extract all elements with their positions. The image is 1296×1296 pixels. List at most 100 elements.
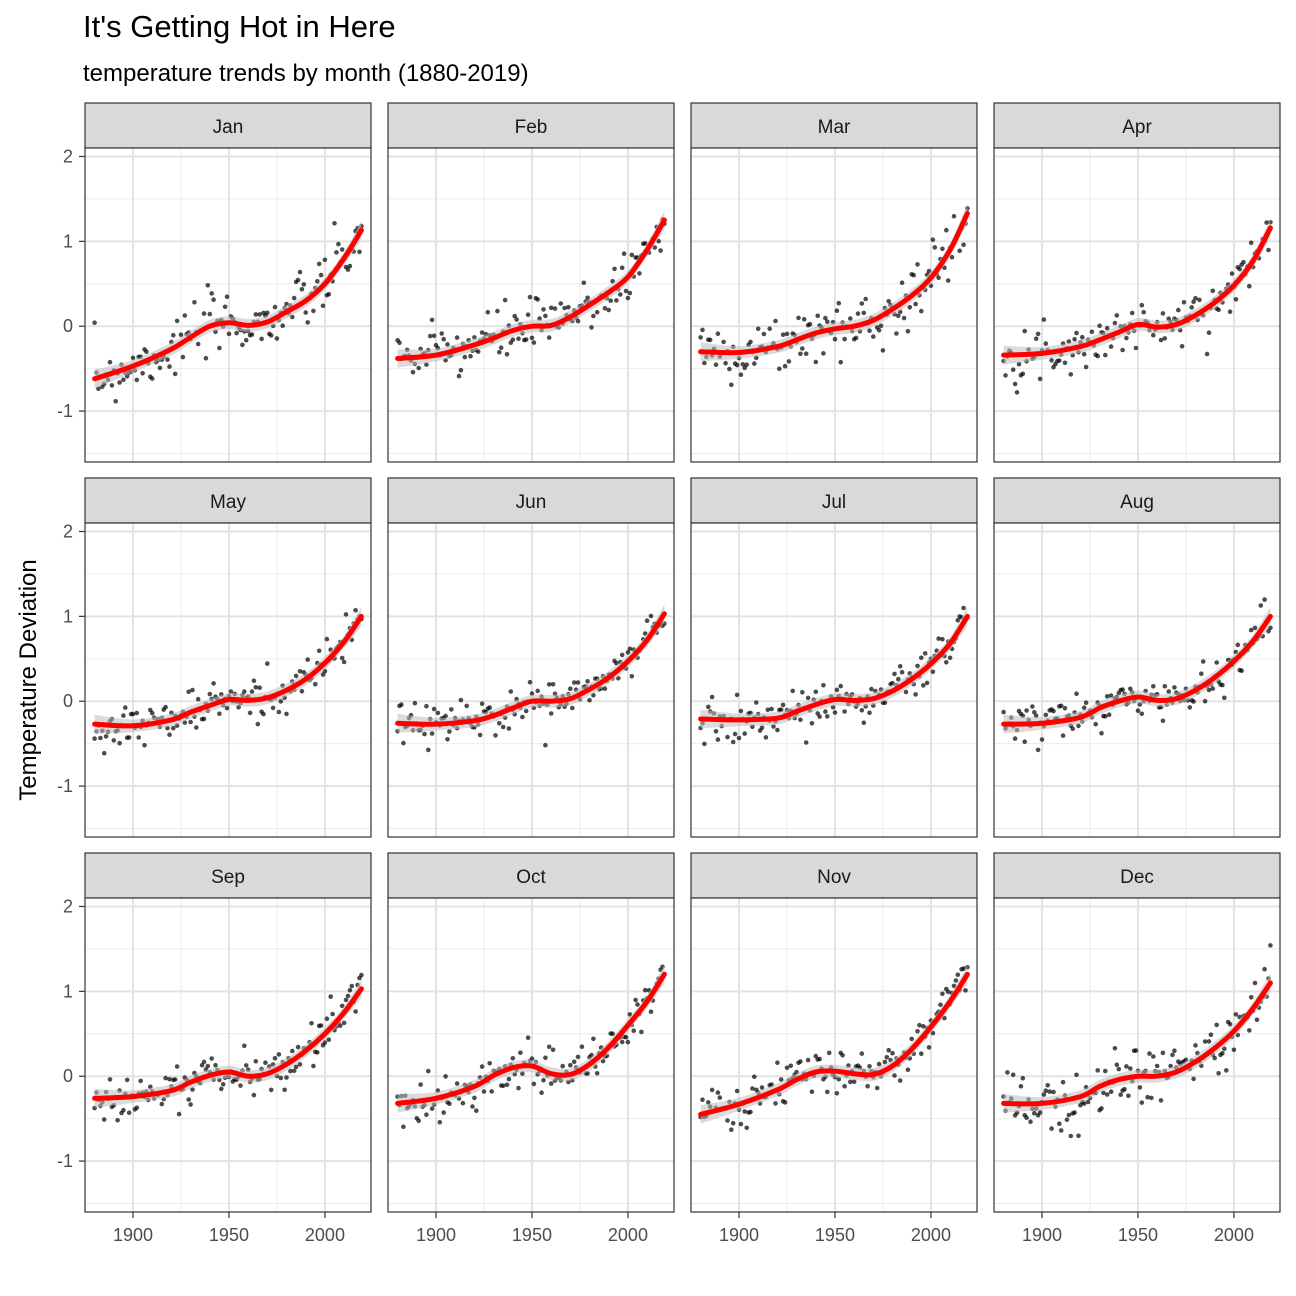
data-point <box>353 608 358 613</box>
panel-jul: Jul <box>690 477 978 838</box>
data-point <box>1248 240 1254 246</box>
data-point <box>253 1059 259 1064</box>
data-point <box>1266 247 1271 253</box>
data-point <box>159 1101 165 1107</box>
data-point <box>765 707 771 713</box>
data-point <box>1212 1055 1217 1061</box>
data-point <box>748 339 753 345</box>
data-point <box>290 1048 295 1054</box>
data-point <box>115 1118 120 1123</box>
data-point <box>658 248 663 253</box>
data-point <box>1022 328 1027 334</box>
data-point <box>571 1059 577 1065</box>
data-point <box>424 1112 429 1117</box>
data-point <box>454 335 460 340</box>
confidence-band <box>94 607 362 734</box>
data-point <box>190 1087 195 1092</box>
data-point <box>284 711 289 717</box>
data-point <box>882 1059 888 1065</box>
data-point <box>1024 1115 1029 1120</box>
data-point <box>1204 351 1210 357</box>
data-point <box>412 700 418 706</box>
data-point <box>194 725 199 730</box>
data-point <box>399 702 404 707</box>
data-point <box>782 1100 788 1105</box>
data-point <box>1247 1028 1252 1033</box>
data-point <box>619 1039 625 1045</box>
data-point <box>228 689 234 694</box>
trend-line <box>1001 980 1273 1107</box>
data-point <box>313 681 318 687</box>
data-point <box>123 705 128 710</box>
data-point <box>1012 381 1018 387</box>
data-point <box>1166 689 1171 694</box>
data-point <box>205 283 211 288</box>
trend-line <box>1001 613 1273 727</box>
data-point <box>282 1087 287 1093</box>
data-point <box>1035 747 1041 753</box>
data-point <box>259 336 264 342</box>
facet-strip <box>993 477 1281 524</box>
data-point <box>276 709 282 715</box>
data-point <box>470 1104 475 1109</box>
panel-dec: Dec 1900 1950 2000 <box>993 852 1281 1245</box>
data-point <box>594 1071 600 1076</box>
data-point <box>575 1054 581 1060</box>
data-point <box>886 299 891 304</box>
data-point <box>784 331 790 337</box>
data-point <box>566 304 571 310</box>
facet-strip-label: Jan <box>213 117 244 138</box>
data-point <box>815 313 820 319</box>
data-point <box>297 669 303 674</box>
data-point <box>211 297 216 303</box>
facet-strip-label: Nov <box>817 867 851 888</box>
data-point <box>817 1056 822 1062</box>
data-point <box>493 733 498 738</box>
data-point <box>167 364 172 369</box>
data-point <box>861 310 867 316</box>
data-point <box>1072 1110 1077 1115</box>
data-point <box>357 249 362 255</box>
data-point <box>1099 1106 1104 1111</box>
data-point <box>497 350 502 355</box>
data-point <box>803 351 809 357</box>
data-point <box>899 280 905 286</box>
data-point <box>280 323 286 329</box>
data-point <box>330 1011 335 1017</box>
data-point <box>291 1068 297 1074</box>
data-point <box>219 1086 224 1092</box>
data-point <box>195 696 201 702</box>
data-point <box>1104 694 1110 699</box>
data-point <box>825 319 830 325</box>
data-point <box>1108 1089 1114 1094</box>
data-point <box>1216 1071 1221 1076</box>
data-point <box>951 214 957 219</box>
data-point <box>550 1047 556 1053</box>
data-point <box>919 655 924 661</box>
data-point <box>443 1074 448 1079</box>
data-point <box>922 651 928 656</box>
data-point <box>261 711 266 717</box>
data-point <box>635 1002 640 1007</box>
data-point <box>560 1063 565 1069</box>
data-point <box>913 301 918 307</box>
data-point <box>96 386 101 392</box>
data-point <box>439 331 445 336</box>
data-point <box>778 1077 784 1082</box>
data-point <box>1058 1128 1064 1133</box>
data-point <box>124 1077 130 1083</box>
data-point <box>763 735 769 740</box>
data-point <box>886 1047 891 1053</box>
data-point <box>558 301 564 306</box>
data-point <box>709 1087 715 1093</box>
data-point <box>1120 687 1125 692</box>
data-point <box>1085 1099 1091 1105</box>
data-point <box>297 1062 303 1067</box>
data-point <box>1076 723 1081 729</box>
data-point <box>1064 1117 1070 1122</box>
data-point <box>826 1050 832 1056</box>
data-point <box>341 1020 347 1026</box>
facet-strip <box>387 477 675 524</box>
data-point <box>535 688 540 694</box>
data-point <box>1248 627 1254 633</box>
